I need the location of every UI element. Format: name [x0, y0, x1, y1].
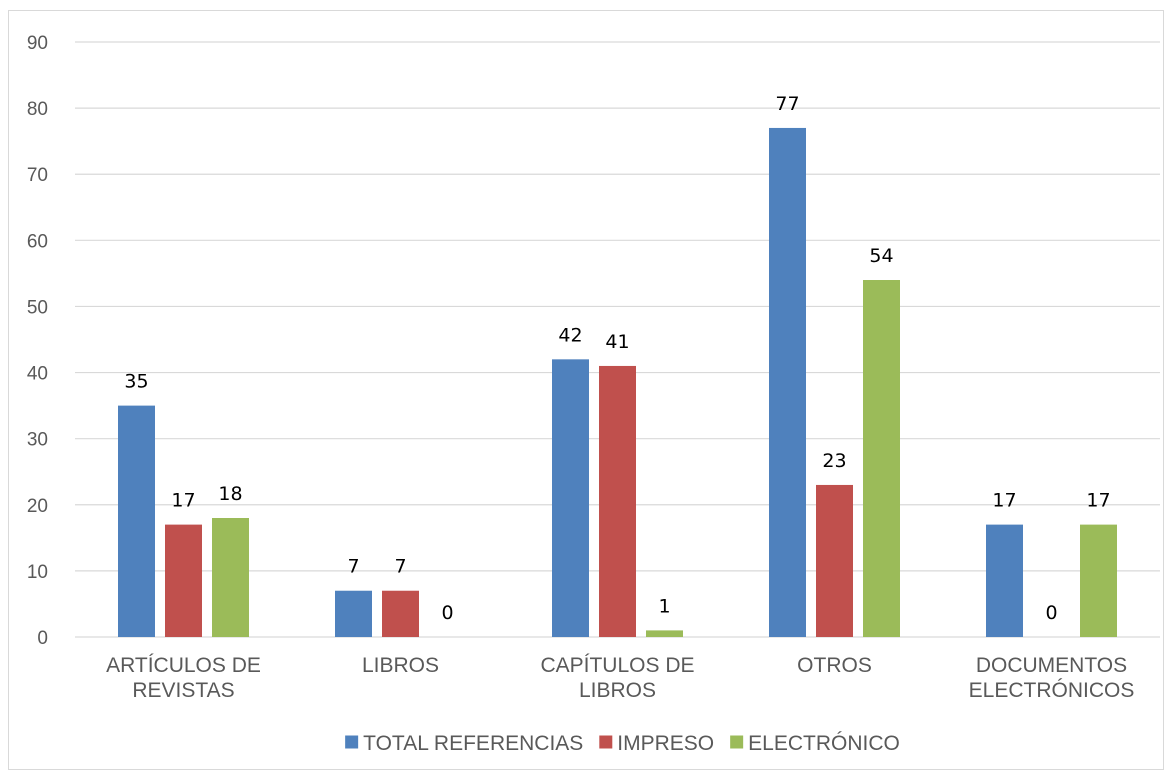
data-label: 17	[1086, 490, 1110, 512]
bar	[816, 484, 853, 637]
y-tick-label: 70	[27, 165, 48, 186]
x-tick-label: DOCUMENTOS ELECTRÓNICOS	[969, 654, 1135, 702]
legend-label: TOTAL REFERENCIAS	[363, 732, 583, 755]
x-tick-label-line: ELECTRÓNICOS	[969, 679, 1135, 702]
data-label: 17	[171, 490, 195, 512]
bar	[335, 590, 372, 637]
x-tick-label-line: DOCUMENTOS	[976, 654, 1127, 677]
bar	[212, 518, 249, 637]
data-label: 17	[992, 490, 1016, 512]
data-label: 0	[1045, 602, 1057, 624]
data-label: 35	[124, 371, 148, 393]
y-tick-label: 0	[37, 628, 48, 649]
data-label: 18	[218, 483, 242, 505]
bar	[382, 590, 419, 637]
bar	[986, 524, 1023, 637]
bar	[552, 359, 589, 637]
legend-swatch	[599, 735, 613, 749]
x-tick-label-line: LIBROS	[579, 679, 656, 702]
bar	[769, 127, 806, 637]
bar	[863, 280, 900, 637]
x-tick-label: LIBROS	[362, 654, 439, 677]
data-label: 42	[558, 324, 582, 346]
x-tick-label-line: CAPÍTULOS DE	[540, 654, 694, 677]
bar	[646, 630, 683, 637]
data-label: 41	[605, 331, 629, 353]
x-tick-label-line: OTROS	[797, 654, 872, 677]
x-tick-label: OTROS	[797, 654, 872, 677]
y-tick-label: 30	[27, 430, 48, 451]
legend-swatch	[345, 735, 359, 749]
y-tick-label: 20	[27, 496, 48, 517]
legend-swatch	[730, 735, 744, 749]
y-tick-label: 80	[27, 99, 48, 120]
x-tick-label-line: LIBROS	[362, 654, 439, 677]
y-tick-label: 60	[27, 231, 48, 252]
x-tick-label: CAPÍTULOS DE LIBROS	[540, 654, 694, 702]
legend-label: ELECTRÓNICO	[748, 732, 900, 755]
y-tick-label: 90	[27, 33, 48, 54]
x-tick-label: ARTÍCULOS DE REVISTAS	[106, 654, 261, 702]
data-label: 7	[347, 556, 359, 578]
y-tick-label: 50	[27, 297, 48, 318]
bar	[599, 365, 636, 637]
data-label: 0	[441, 602, 453, 624]
x-tick-label-line: ARTÍCULOS DE	[106, 654, 261, 677]
data-label: 77	[775, 93, 799, 115]
data-label: 7	[394, 556, 406, 578]
x-tick-label-line: REVISTAS	[132, 679, 234, 702]
data-label: 23	[822, 450, 846, 472]
data-label: 1	[658, 595, 670, 617]
y-tick-label: 40	[27, 364, 48, 385]
data-label: 54	[869, 245, 893, 267]
bar	[1080, 524, 1117, 637]
bar	[165, 524, 202, 637]
legend-label: IMPRESO	[617, 732, 714, 755]
bar	[118, 405, 155, 637]
y-tick-label: 10	[27, 562, 48, 583]
